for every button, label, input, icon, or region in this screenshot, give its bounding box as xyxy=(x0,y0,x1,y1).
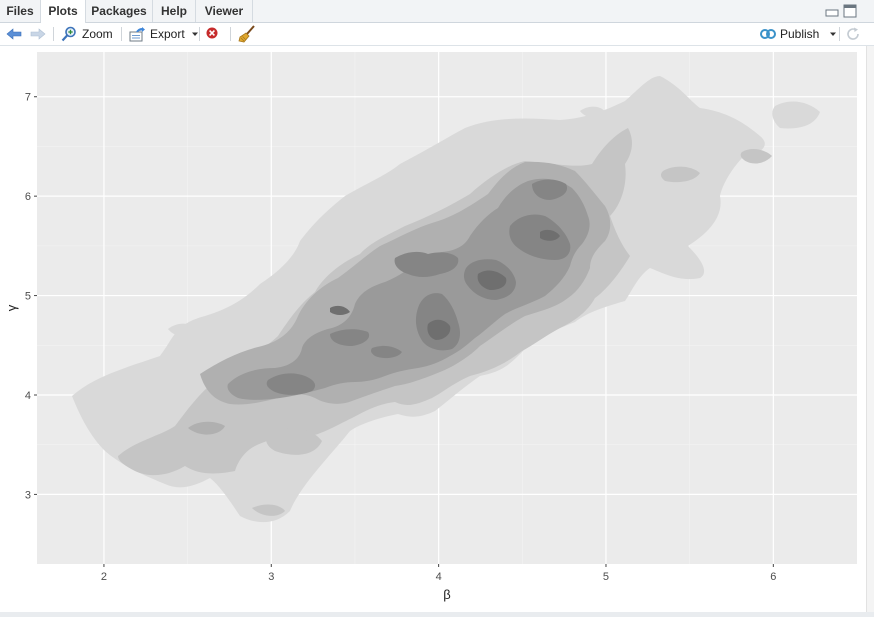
contour-level-6 xyxy=(477,270,507,290)
contour-level-6 xyxy=(427,319,451,340)
tab-plots[interactable]: Plots xyxy=(41,0,86,23)
contour-level-5 xyxy=(394,251,459,277)
y-tick-label: 5 xyxy=(25,291,31,303)
contour-level-2 xyxy=(660,166,700,183)
publish-icon xyxy=(760,29,776,39)
scrollbar[interactable] xyxy=(866,46,874,612)
pane-bottom-border xyxy=(0,612,874,617)
tab-packages[interactable]: Packages xyxy=(86,0,153,22)
x-axis-title: β xyxy=(443,587,450,602)
contour-level-5 xyxy=(266,373,316,395)
y-tick-label: 7 xyxy=(25,92,31,104)
contour-level-6 xyxy=(330,305,350,315)
y-axis: 3 4 5 6 7 xyxy=(25,92,37,501)
export-icon xyxy=(129,26,145,41)
contour-level-5 xyxy=(330,329,370,346)
forward-button[interactable] xyxy=(30,23,46,45)
toolbar-divider xyxy=(121,27,122,41)
x-tick-label: 2 xyxy=(101,571,107,583)
toolbar-divider xyxy=(230,27,231,41)
remove-plot-button[interactable] xyxy=(205,23,219,45)
publish-button[interactable]: Publish xyxy=(759,23,838,45)
export-label: Export xyxy=(150,27,185,41)
remove-plot-icon xyxy=(206,27,218,39)
minimize-icon[interactable] xyxy=(825,5,839,17)
pane-tab-bar: Files Plots Packages Help Viewer xyxy=(0,0,874,23)
contour-level-1 xyxy=(168,323,195,337)
y-tick-label: 4 xyxy=(25,390,31,402)
contour-level-2 xyxy=(252,504,285,516)
magnifier-icon xyxy=(61,26,76,42)
toolbar-divider xyxy=(839,27,840,41)
refresh-icon xyxy=(847,27,859,40)
contour-level-3 xyxy=(188,421,225,435)
clear-all-plots-button[interactable] xyxy=(238,23,256,45)
x-tick-label: 4 xyxy=(436,571,442,583)
maximize-icon[interactable] xyxy=(843,4,857,18)
contour-level-1 xyxy=(772,101,820,129)
arrow-left-icon xyxy=(6,28,22,40)
x-tick-label: 6 xyxy=(770,571,776,583)
contour-level-1 xyxy=(580,106,606,118)
toolbar-divider xyxy=(53,27,54,41)
contour-level-2 xyxy=(740,149,772,164)
tab-help[interactable]: Help xyxy=(153,0,196,22)
chevron-down-icon xyxy=(191,32,198,36)
plot-viewer: 2 3 4 5 6 3 4 5 6 7 β γ xyxy=(0,46,866,612)
refresh-button[interactable] xyxy=(845,23,861,45)
x-axis: 2 3 4 5 6 xyxy=(101,564,776,583)
arrow-right-icon xyxy=(30,28,46,40)
back-button[interactable] xyxy=(6,23,22,45)
chevron-down-icon xyxy=(830,32,837,36)
toolbar-divider xyxy=(199,27,200,41)
zoom-button[interactable]: Zoom xyxy=(61,23,113,45)
x-tick-label: 3 xyxy=(268,571,274,583)
export-menu-button[interactable]: Export xyxy=(129,23,200,45)
publish-label: Publish xyxy=(780,27,820,41)
tab-viewer[interactable]: Viewer xyxy=(196,0,253,22)
contour-level-5 xyxy=(532,179,568,200)
density-contours xyxy=(72,76,820,523)
y-axis-title: γ xyxy=(4,304,19,311)
contour-level-4 xyxy=(227,178,590,400)
contour-level-2 xyxy=(266,427,322,455)
zoom-label: Zoom xyxy=(82,27,113,41)
contour-level-5 xyxy=(509,214,571,260)
contour-level-6 xyxy=(540,229,560,241)
x-tick-label: 5 xyxy=(603,571,609,583)
y-tick-label: 6 xyxy=(25,191,31,203)
tab-files[interactable]: Files xyxy=(0,0,41,22)
plots-toolbar: Zoom Export Publish xyxy=(0,23,874,46)
y-tick-label: 3 xyxy=(25,489,31,501)
contour-level-5 xyxy=(371,345,402,359)
density-contour-plot: 2 3 4 5 6 3 4 5 6 7 β γ xyxy=(4,52,857,602)
broom-icon xyxy=(238,25,255,43)
